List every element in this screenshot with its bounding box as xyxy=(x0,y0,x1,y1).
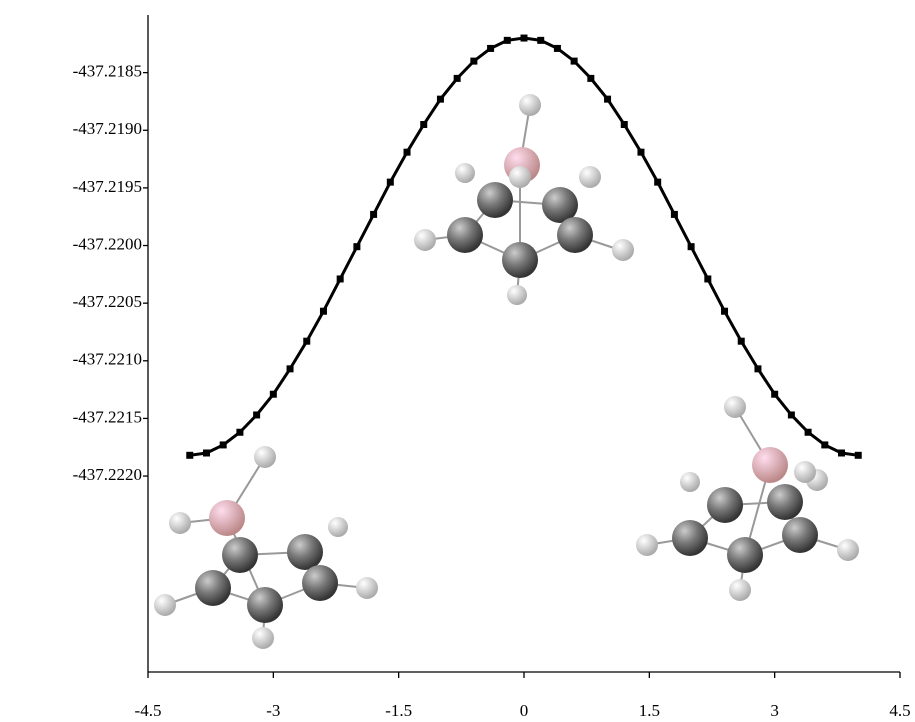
data-marker xyxy=(202,449,210,457)
atom-h xyxy=(612,239,634,261)
data-marker xyxy=(403,148,411,156)
data-marker xyxy=(854,451,862,459)
atom-c xyxy=(672,520,708,556)
x-tick-label: -1.5 xyxy=(385,701,412,720)
atom-h xyxy=(328,517,348,537)
x-tick-label: -3 xyxy=(266,701,280,720)
atom-c xyxy=(222,537,258,573)
data-marker xyxy=(336,275,344,283)
atom-c xyxy=(247,587,283,623)
atom-c xyxy=(477,182,513,218)
data-marker xyxy=(453,74,461,82)
y-tick-label: -437.2185 xyxy=(73,62,142,81)
data-marker xyxy=(436,95,444,103)
atom-h xyxy=(414,229,436,251)
atom-c xyxy=(502,242,538,278)
data-marker xyxy=(670,210,678,218)
data-marker xyxy=(637,148,645,156)
atom-c xyxy=(542,187,578,223)
atom-h xyxy=(680,472,700,492)
data-marker xyxy=(269,390,277,398)
data-marker xyxy=(303,337,311,345)
atom-h xyxy=(507,285,527,305)
data-marker xyxy=(771,390,779,398)
atom-h xyxy=(455,163,475,183)
atom-h xyxy=(579,166,601,188)
data-marker xyxy=(236,428,244,436)
x-tick-label: 0 xyxy=(520,701,529,720)
data-marker xyxy=(319,307,327,315)
y-tick-label: -437.2220 xyxy=(73,465,142,484)
data-marker xyxy=(838,449,846,457)
data-marker xyxy=(737,337,745,345)
atom-h xyxy=(636,534,658,556)
y-tick-label: -437.2210 xyxy=(73,350,142,369)
atom-h xyxy=(252,627,274,649)
data-marker xyxy=(604,95,612,103)
atom-h xyxy=(794,461,816,483)
data-marker xyxy=(537,36,545,44)
atom-c xyxy=(767,484,803,520)
data-marker xyxy=(420,121,428,128)
atom-h xyxy=(724,396,746,418)
atom-c xyxy=(557,217,593,253)
data-marker xyxy=(503,36,511,44)
atom-c xyxy=(447,217,483,253)
y-tick-label: -437.2200 xyxy=(73,234,142,253)
data-marker xyxy=(253,411,261,419)
data-marker xyxy=(654,178,662,186)
x-tick-label: 3 xyxy=(770,701,779,720)
molecule-right xyxy=(636,396,859,601)
data-marker xyxy=(286,365,294,373)
data-marker xyxy=(353,243,361,251)
y-tick-label: -437.2215 xyxy=(73,407,142,426)
x-tick-label: 4.5 xyxy=(889,701,910,720)
atom-h xyxy=(509,166,531,188)
data-marker xyxy=(754,365,762,373)
atom-c xyxy=(287,534,323,570)
atom-b xyxy=(209,500,245,536)
data-marker xyxy=(370,210,378,218)
x-tick-label: 1.5 xyxy=(639,701,660,720)
atom-c xyxy=(782,517,818,553)
data-marker xyxy=(687,243,695,251)
data-marker xyxy=(219,441,227,449)
data-marker xyxy=(553,44,561,52)
atom-h xyxy=(169,512,191,534)
atom-c xyxy=(302,565,338,601)
atom-h xyxy=(837,539,859,561)
atom-h xyxy=(519,94,541,116)
data-marker xyxy=(721,307,729,315)
data-marker xyxy=(821,441,829,449)
y-tick-label: -437.2195 xyxy=(73,177,142,196)
atom-b xyxy=(752,447,788,483)
y-tick-label: -437.2190 xyxy=(73,119,142,138)
data-marker xyxy=(587,74,595,82)
x-tick-label: -4.5 xyxy=(135,701,162,720)
atom-h xyxy=(356,577,378,599)
data-marker xyxy=(520,34,528,42)
data-marker xyxy=(804,428,812,436)
atom-c xyxy=(727,537,763,573)
data-marker xyxy=(620,121,628,128)
y-tick-label: -437.2205 xyxy=(73,292,142,311)
data-marker xyxy=(470,57,478,65)
atom-h xyxy=(729,579,751,601)
atom-c xyxy=(195,570,231,606)
data-marker xyxy=(704,275,712,283)
atom-c xyxy=(707,487,743,523)
data-marker xyxy=(186,451,194,459)
molecule-left xyxy=(154,446,378,649)
atom-h xyxy=(154,594,176,616)
data-marker xyxy=(787,411,795,419)
data-marker xyxy=(386,178,394,186)
data-marker xyxy=(487,44,495,52)
molecule-top xyxy=(414,94,634,305)
atom-h xyxy=(254,446,276,468)
data-marker xyxy=(570,57,578,65)
